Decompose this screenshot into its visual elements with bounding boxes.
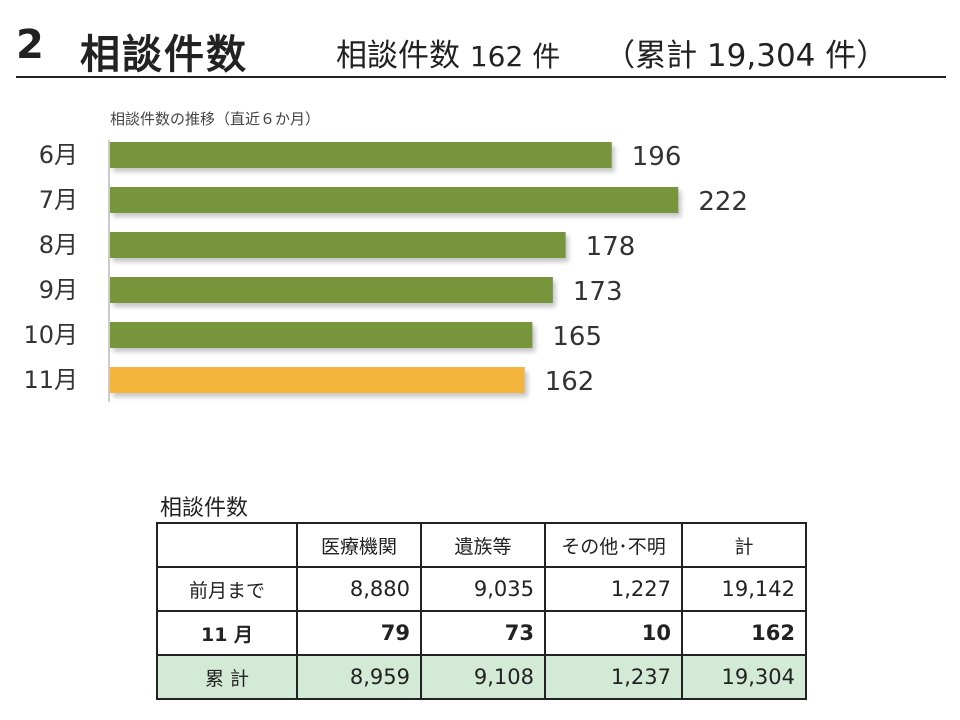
cell-total: 19,142 bbox=[681, 566, 807, 612]
cell-total: 19,304 bbox=[681, 654, 807, 700]
header-cell-medical: 医療機関 bbox=[296, 522, 422, 568]
header-cell-family: 遺族等 bbox=[420, 522, 546, 568]
summary: 相談件数 162 件 （累計 19,304 件） bbox=[336, 30, 887, 75]
row-label: 前月まで bbox=[156, 566, 298, 612]
chart-title: 相談件数の推移（直近６か月） bbox=[110, 110, 320, 128]
page-title: 相談件数 bbox=[80, 32, 248, 78]
bar-value-label: 196 bbox=[632, 142, 682, 172]
cell-total: 162 bbox=[681, 610, 807, 656]
bar-value-label: 222 bbox=[698, 187, 748, 217]
table-caption: 相談件数 bbox=[160, 496, 249, 521]
table-header-row: 医療機関 遺族等 その他･不明 計 bbox=[156, 522, 807, 568]
cell-family: 9,108 bbox=[420, 654, 546, 700]
cell-medical: 8,880 bbox=[296, 566, 422, 612]
cumulative-total: （累計 19,304 件） bbox=[604, 38, 888, 74]
cell-other: 10 bbox=[544, 610, 683, 656]
category-label: 8月 bbox=[39, 231, 78, 259]
header-cell-blank bbox=[156, 522, 298, 568]
category-label: 11月 bbox=[23, 366, 78, 394]
header-cell-other: その他･不明 bbox=[544, 522, 683, 568]
page-header: 2 相談件数 相談件数 162 件 （累計 19,304 件） bbox=[16, 18, 946, 78]
consultation-table: 医療機関 遺族等 その他･不明 計 前月まで 8,880 9,035 1,227… bbox=[156, 522, 807, 700]
bar bbox=[110, 277, 553, 303]
table-row-cumulative: 累 計 8,959 9,108 1,237 19,304 bbox=[156, 654, 807, 700]
summary-label: 相談件数 bbox=[336, 38, 460, 74]
category-label: 9月 bbox=[39, 276, 78, 304]
category-label: 6月 bbox=[39, 141, 78, 169]
bar-chart: 相談件数の推移（直近６か月） 6月 196 7月 222 8月 178 9月 173 10月 16… bbox=[23, 110, 748, 402]
row-label: 累 計 bbox=[156, 654, 298, 700]
bar-value-label: 173 bbox=[573, 277, 623, 307]
bar-value-label: 178 bbox=[586, 232, 636, 262]
cell-other: 1,227 bbox=[544, 566, 683, 612]
section-number: 2 bbox=[16, 22, 44, 68]
bar bbox=[110, 142, 612, 168]
cell-family: 73 bbox=[420, 610, 546, 656]
summary-value: 162 件 bbox=[469, 40, 561, 73]
table-row-current-month: 11 月 79 73 10 162 bbox=[156, 610, 807, 656]
bar bbox=[110, 367, 525, 393]
bars: 6月 196 7月 222 8月 178 9月 173 10月 165 11月 162 bbox=[23, 141, 748, 397]
cell-medical: 8,959 bbox=[296, 654, 422, 700]
bar-value-label: 162 bbox=[545, 367, 595, 397]
header-cell-total: 計 bbox=[681, 522, 807, 568]
bar bbox=[110, 322, 533, 348]
bar bbox=[110, 187, 679, 213]
bar-value-label: 165 bbox=[552, 322, 602, 352]
cell-other: 1,237 bbox=[544, 654, 683, 700]
header-rule bbox=[16, 76, 946, 78]
category-label: 7月 bbox=[39, 186, 78, 214]
bar bbox=[110, 232, 566, 258]
cell-medical: 79 bbox=[296, 610, 422, 656]
cell-family: 9,035 bbox=[420, 566, 546, 612]
row-label: 11 月 bbox=[156, 610, 298, 656]
table-row-previous: 前月まで 8,880 9,035 1,227 19,142 bbox=[156, 566, 807, 612]
category-label: 10月 bbox=[23, 321, 78, 349]
